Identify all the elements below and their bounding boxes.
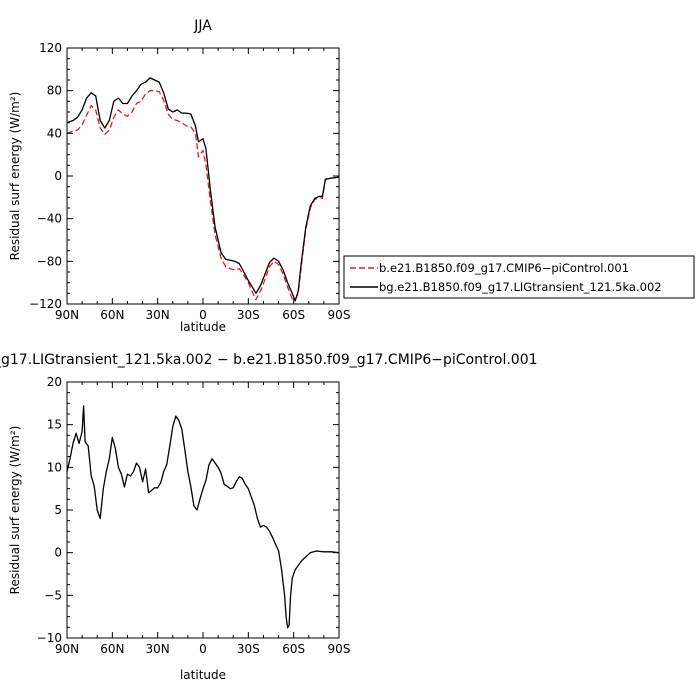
x-tick-label: 60N xyxy=(100,642,124,656)
y-tick-label: 80 xyxy=(47,84,62,98)
bottom-panel: bg.e21.B1850.f09_g17.LIGtransient_121.5k… xyxy=(0,352,538,682)
legend-label-picontrol: b.e21.B1850.f09_g17.CMIP6−piControl.001 xyxy=(379,261,629,275)
y-tick-label: 120 xyxy=(39,41,62,55)
y-tick-label: −5 xyxy=(44,588,62,602)
x-tick-label: 0 xyxy=(199,642,207,656)
x-tick-label: 60S xyxy=(282,308,305,322)
y-tick-label: 15 xyxy=(47,418,62,432)
legend-box xyxy=(343,255,695,299)
x-tick-label: 90N xyxy=(55,642,79,656)
legend: b.e21.B1850.f09_g17.CMIP6−piControl.001 … xyxy=(343,255,695,299)
top-y-axis-label: Residual surf energy (W/m²) xyxy=(8,92,22,261)
y-tick-label: 0 xyxy=(54,546,62,560)
y-tick-label: 0 xyxy=(54,169,62,183)
y-tick-label: 10 xyxy=(47,460,62,474)
y-tick-label: −80 xyxy=(37,254,62,268)
bottom-y-axis-label: Residual surf energy (W/m²) xyxy=(8,426,22,595)
top-series-line-0 xyxy=(66,90,340,301)
legend-label-ligtransient: bg.e21.B1850.f09_g17.LIGtransient_121.5k… xyxy=(379,280,662,294)
bottom-chart-title: bg.e21.B1850.f09_g17.LIGtransient_121.5k… xyxy=(0,352,538,368)
bot-series-line-0 xyxy=(66,405,340,629)
x-tick-label: 30N xyxy=(146,308,170,322)
y-tick-label: 40 xyxy=(47,126,62,140)
top-x-axis-label: latitude xyxy=(180,320,226,334)
x-tick-label: 90N xyxy=(55,308,79,322)
y-tick-label: 20 xyxy=(47,375,62,389)
y-tick-label: −10 xyxy=(37,631,62,645)
x-tick-label: 30S xyxy=(237,642,260,656)
y-tick-label: 5 xyxy=(54,503,62,517)
top-chart-title: JJA xyxy=(193,18,212,34)
bottom-x-axis-label: latitude xyxy=(180,668,226,682)
y-tick-label: −40 xyxy=(37,212,62,226)
y-tick-label: −120 xyxy=(29,297,62,311)
bottom-plot-frame xyxy=(66,381,340,639)
top-plot-frame xyxy=(66,47,340,305)
x-tick-label: 90S xyxy=(328,308,351,322)
top-panel: JJA 120 80 40 0 −40 −80 −120 90N 60N 30N 0 30S 60S 9… xyxy=(8,18,695,334)
x-tick-label: 30S xyxy=(237,308,260,322)
x-tick-label: 60S xyxy=(282,642,305,656)
x-tick-label: 90S xyxy=(328,642,351,656)
top-series-line-1 xyxy=(66,77,340,302)
x-tick-label: 30N xyxy=(146,642,170,656)
x-tick-label: 0 xyxy=(199,308,207,322)
x-tick-label: 60N xyxy=(100,308,124,322)
